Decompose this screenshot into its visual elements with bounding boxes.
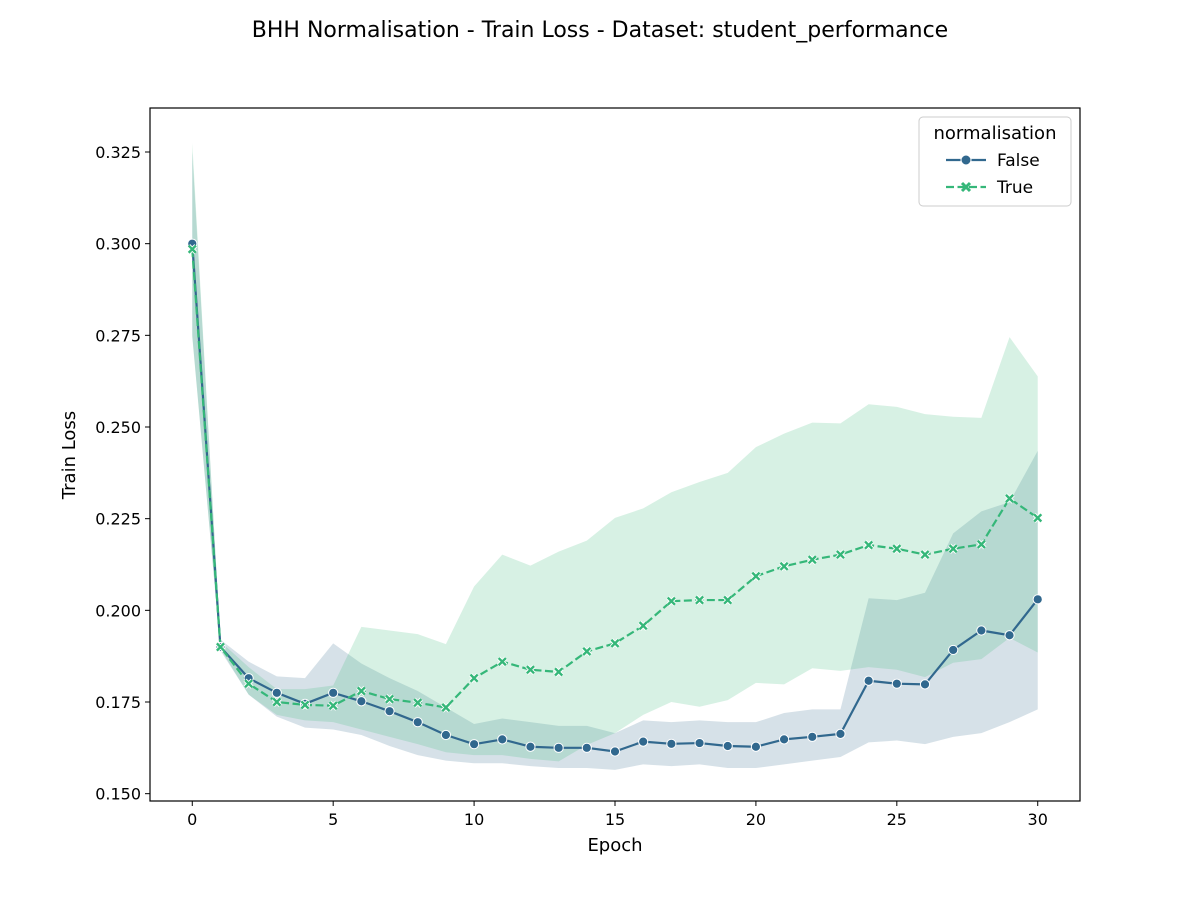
legend-entry-true: True [946,178,1033,198]
series-true-point [722,594,733,606]
x-tick-label: 25 [887,810,907,829]
series-false-point [581,742,592,753]
series-true-point [271,696,282,708]
series-true-point [948,543,959,554]
series-false-point [609,746,621,757]
legend-title: normalisation [934,123,1057,144]
x-tick-label: 0 [187,810,197,829]
series-true-point [638,620,649,631]
series-false-point [638,736,649,747]
series-false-point [525,741,536,752]
series-true-point [384,693,395,705]
series-true-point [666,596,677,607]
series-true-point [750,571,761,582]
series-true-point [609,638,621,649]
series-true-point [497,656,508,667]
series-false-point [356,696,367,707]
series-true-point [469,673,480,684]
series-true-point [243,678,254,689]
x-axis: 0 5 10 15 20 25 30 [187,801,1048,829]
series-true-point [356,685,367,697]
series-false-point [666,738,677,749]
series-true-point [835,549,846,560]
series-true-point [779,561,790,572]
y-tick-label: 0.225 [95,510,141,529]
series-true-point [412,697,423,708]
series-true-point [694,594,705,606]
y-tick-label: 0.150 [95,785,141,804]
y-tick-label: 0.300 [95,235,141,254]
series-true-point [215,641,226,653]
legend-entry-false: False [946,151,1040,171]
series-false-point [328,687,339,698]
series-markers [187,238,1043,757]
series-false-point [807,731,818,742]
series-false-point [722,740,733,752]
series-false-point [468,739,480,750]
confidence-bands [192,142,1038,770]
series-true-point [299,699,311,711]
series-true-point [891,543,902,554]
series-false-point [919,679,931,690]
series-true-point [328,700,339,711]
series-true-point [976,539,987,550]
series-false-point [553,742,564,753]
legend: normalisation False True [918,116,1072,207]
series-true-point [440,702,451,713]
series-true-point [525,664,536,675]
series-false-point [384,706,395,717]
y-tick-label: 0.250 [95,418,141,437]
series-false-point [750,741,762,752]
series-false-point [891,678,902,689]
y-tick-label: 0.200 [95,601,141,620]
legend-entry-false-marker [960,154,972,166]
series-true-ci-band [192,142,1038,762]
x-tick-label: 10 [464,810,484,829]
series-false-point [948,644,959,656]
series-false-point [497,734,508,745]
series-true-point [919,549,931,560]
series-false-point [440,729,452,741]
series-true-point [581,646,592,657]
series-false-point [778,734,790,745]
x-tick-label: 5 [328,810,338,829]
chart-title: BHH Normalisation - Train Loss - Dataset… [252,18,948,43]
series-true-point [863,539,874,551]
series-true-point [187,244,198,255]
legend-entry-true-marker [960,181,972,193]
series-false-point [1004,630,1015,641]
series-false-point [835,728,846,740]
x-tick-label: 15 [605,810,625,829]
series-false-point [271,687,282,698]
series-false-point [412,717,423,728]
legend-box [918,116,1072,207]
y-axis-title: Train Loss [59,411,80,500]
y-tick-label: 0.175 [95,693,141,712]
legend-entry-true-label: True [996,178,1033,198]
series-false-point [976,625,987,636]
series-false-point [1032,594,1043,605]
x-tick-label: 20 [746,810,766,829]
y-tick-label: 0.275 [95,326,141,345]
series-false-point [694,737,705,749]
legend-entry-false-label: False [997,151,1040,171]
y-tick-label: 0.325 [95,143,141,162]
series-true-point [553,666,564,678]
x-axis-title: Epoch [587,835,642,856]
series-false-ci-band [192,152,1038,770]
series-false-point [863,675,874,686]
series-true-point [1004,493,1015,504]
x-tick-label: 30 [1028,810,1048,829]
y-axis: 0.150 0.175 0.200 0.225 0.250 0.275 0.300 0.325 [95,143,150,804]
series-true-point [807,554,818,565]
series-true-point [1032,512,1043,524]
